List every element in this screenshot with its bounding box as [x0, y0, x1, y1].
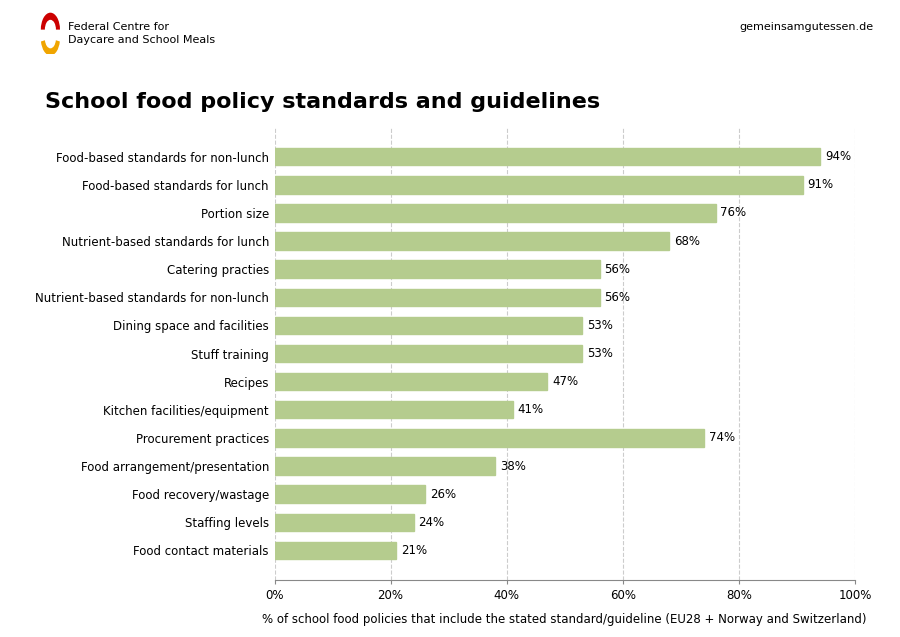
- Text: 68%: 68%: [674, 234, 700, 248]
- Bar: [274, 289, 599, 306]
- Text: School food policy standards and guidelines: School food policy standards and guideli…: [45, 92, 600, 112]
- Text: 21%: 21%: [401, 544, 428, 557]
- Bar: [274, 204, 716, 222]
- Text: Federal Centre for: Federal Centre for: [68, 22, 168, 32]
- Wedge shape: [41, 40, 59, 55]
- Bar: [274, 233, 670, 250]
- Text: 53%: 53%: [587, 319, 613, 332]
- Text: 41%: 41%: [518, 403, 544, 417]
- X-axis label: % of school food policies that include the stated standard/guideline (EU28 + Nor: % of school food policies that include t…: [263, 613, 867, 626]
- Text: Daycare and School Meals: Daycare and School Meals: [68, 35, 214, 45]
- Text: 74%: 74%: [708, 431, 734, 445]
- Bar: [274, 261, 599, 278]
- Bar: [274, 401, 512, 419]
- Text: 24%: 24%: [418, 516, 445, 529]
- Text: 47%: 47%: [552, 375, 578, 388]
- Bar: [274, 317, 582, 334]
- Bar: [274, 541, 396, 559]
- Bar: [274, 176, 803, 194]
- Text: 91%: 91%: [807, 178, 833, 191]
- Text: 56%: 56%: [604, 262, 630, 276]
- Text: 76%: 76%: [720, 206, 746, 219]
- Bar: [274, 457, 495, 475]
- Text: 56%: 56%: [604, 290, 630, 304]
- Text: 53%: 53%: [587, 347, 613, 360]
- Text: 26%: 26%: [430, 488, 456, 501]
- Text: 38%: 38%: [500, 459, 526, 473]
- Bar: [274, 148, 820, 166]
- Text: gemeinsamgutessen.de: gemeinsamgutessen.de: [739, 22, 873, 32]
- Wedge shape: [40, 13, 60, 29]
- Bar: [274, 345, 582, 362]
- Text: 94%: 94%: [824, 150, 850, 163]
- Bar: [274, 373, 547, 390]
- Bar: [274, 485, 426, 503]
- Bar: [274, 429, 704, 447]
- Bar: [274, 513, 414, 531]
